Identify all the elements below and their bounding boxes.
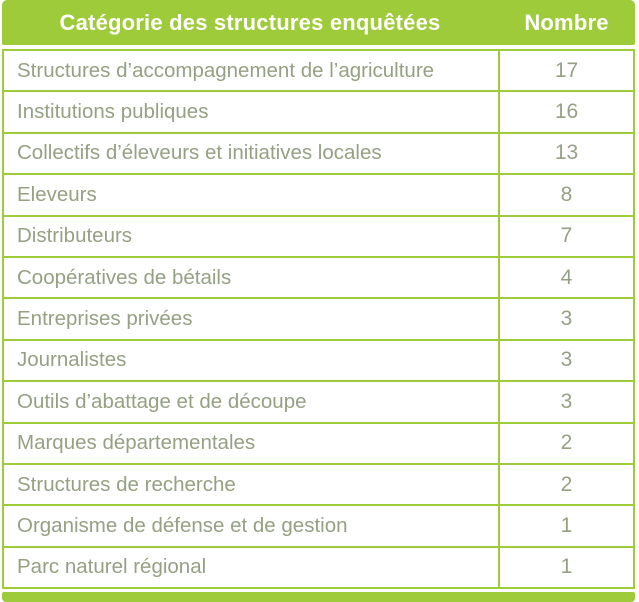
category-cell: Eleveurs (17, 182, 97, 206)
table-row: Collectifs d’éleveurs et initiatives loc… (4, 133, 633, 176)
count-cell: 7 (498, 216, 633, 256)
category-cell: Outils d’abattage et de découpe (17, 389, 307, 413)
category-cell: Marques départementales (17, 431, 256, 455)
table-body: Structures d’accompagnement de l’agricul… (2, 49, 635, 589)
count-cell: 4 (498, 257, 633, 298)
table-row: Journalistes 3 (4, 340, 633, 383)
table-row: Eleveurs 8 (4, 175, 633, 217)
table-row: Distributeurs 7 (4, 216, 633, 258)
table-row: Coopératives de bétails 4 (4, 257, 633, 300)
category-cell: Parc naturel régional (17, 555, 207, 579)
category-cell: Organisme de défense et de gestion (17, 513, 348, 537)
table-row: Structures de recherche 2 (4, 464, 633, 507)
header-category: Catégorie des structures enquêtées (59, 9, 441, 35)
table-row: Institutions publiques 16 (4, 92, 633, 134)
count-cell: 16 (498, 92, 633, 132)
count-cell: 1 (498, 547, 633, 588)
table-row: Outils d’abattage et de découpe 3 (4, 382, 633, 424)
category-cell: Distributeurs (17, 224, 133, 248)
table-row: Marques départementales 2 (4, 423, 633, 465)
category-cell: Structures d’accompagnement de l’agricul… (17, 58, 435, 82)
category-cell: Coopératives de bétails (17, 265, 232, 289)
count-cell: 3 (498, 382, 633, 422)
count-cell: 3 (498, 340, 633, 381)
category-cell: Collectifs d’éleveurs et initiatives loc… (17, 141, 382, 165)
count-cell: 13 (498, 133, 633, 174)
count-cell: 2 (498, 464, 633, 505)
count-cell: 3 (498, 299, 633, 339)
category-cell: Entreprises privées (17, 307, 193, 331)
category-cell: Structures de recherche (17, 472, 236, 496)
table-row: Structures d’accompagnement de l’agricul… (4, 51, 633, 93)
table-row: Parc naturel régional 1 (4, 547, 633, 588)
count-cell: 1 (498, 506, 633, 546)
category-cell: Journalistes (17, 348, 127, 372)
table-footer-bar (2, 592, 635, 602)
count-cell: 2 (498, 423, 633, 463)
header-count: Nombre (524, 9, 609, 35)
count-cell: 8 (498, 175, 633, 215)
count-cell: 17 (498, 51, 633, 91)
table-row: Entreprises privées 3 (4, 299, 633, 341)
category-cell: Institutions publiques (17, 100, 209, 124)
table-row: Organisme de défense et de gestion 1 (4, 506, 633, 548)
table-header-row: Catégorie des structures enquêtées Nombr… (2, 0, 635, 45)
